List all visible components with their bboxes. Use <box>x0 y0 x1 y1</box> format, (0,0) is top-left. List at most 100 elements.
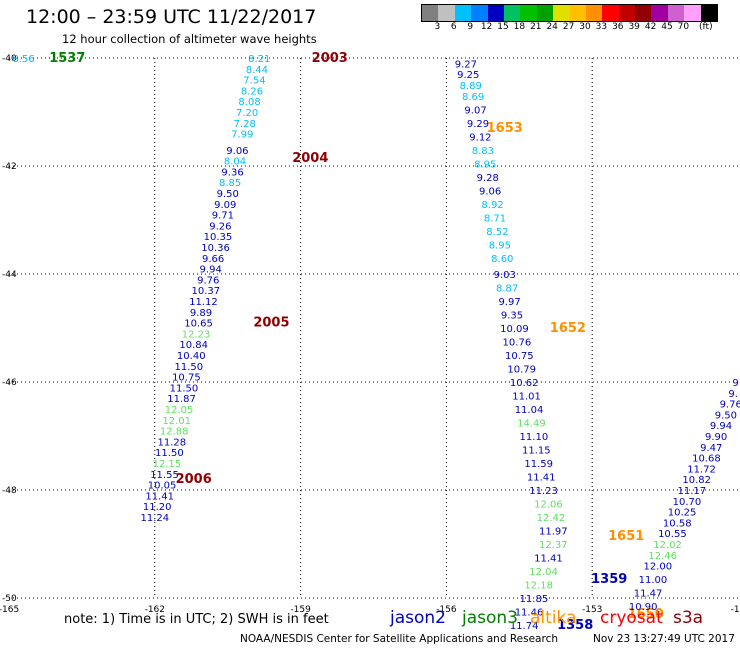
legend-altika: altika <box>530 608 577 628</box>
color-swatch <box>503 5 521 21</box>
wave-height-label: 9. <box>728 389 738 400</box>
wave-height-label: 10.62 <box>510 378 539 389</box>
wave-height-label: 10.76 <box>503 338 532 349</box>
x-tick-label: -162 <box>145 605 165 615</box>
wave-height-label: 8.95 <box>489 240 511 251</box>
y-tick-label: -40 <box>2 54 17 64</box>
legend-s3a: s3a <box>673 608 704 628</box>
wave-height-label: 8.89 <box>460 81 482 92</box>
wave-height-label: 7.28 <box>234 119 256 130</box>
time-label: 2006 <box>176 472 212 487</box>
wave-height-label: 10.55 <box>658 529 687 540</box>
wave-height-label: 11.41 <box>145 491 174 502</box>
wave-height-label: 10.36 <box>201 243 230 254</box>
wave-height-label: 9.06 <box>479 186 501 197</box>
wave-height-label: 14.49 <box>517 419 546 430</box>
wave-height-label: 10.05 <box>148 481 177 492</box>
time-label: 2004 <box>292 151 328 166</box>
wave-height-label: 10.75 <box>505 351 534 362</box>
color-swatch <box>471 5 488 21</box>
wave-height-label: 8.44 <box>246 65 268 76</box>
wave-height-label: 9.36 <box>221 167 243 178</box>
wave-height-label: 11.85 <box>520 594 549 605</box>
time-label: 1650 <box>628 607 664 622</box>
wave-height-label: 11.50 <box>170 383 199 394</box>
wave-height-label: 9.94 <box>710 421 732 432</box>
y-tick-label: -50 <box>2 594 17 604</box>
wave-height-label: 8.26 <box>241 86 263 97</box>
wave-height-label: 10.40 <box>177 351 206 362</box>
color-swatch <box>422 5 439 21</box>
wave-height-label: 8.95 <box>474 159 496 170</box>
color-scale-label: 30 <box>579 22 591 32</box>
color-scale-label: 39 <box>628 22 640 32</box>
wave-height-label: 11.24 <box>140 513 169 524</box>
x-tick-label: -159 <box>290 605 311 615</box>
wave-height-label: 12.18 <box>524 581 553 592</box>
wave-height-label: 8.60 <box>491 254 513 265</box>
wave-height-label: 11.59 <box>524 459 553 470</box>
wave-height-label: 9.97 <box>498 297 520 308</box>
wave-height-label: 10.25 <box>668 508 697 519</box>
wave-height-label: 9.71 <box>212 211 234 222</box>
wave-height-label: 12.37 <box>539 540 568 551</box>
time-label: 1652 <box>550 321 586 336</box>
color-scale-label: 3 <box>434 22 441 32</box>
wave-height-label: 9.06 <box>226 146 248 157</box>
wave-height-label: 11.41 <box>527 473 556 484</box>
wave-height-label: 11.47 <box>634 589 663 600</box>
color-scale-label: 42 <box>644 22 657 32</box>
wave-height-label: 10.68 <box>692 454 721 465</box>
wave-height-label: 10.65 <box>184 319 213 330</box>
wave-height-label: 10.09 <box>500 324 529 335</box>
wave-height-label: 11.10 <box>520 432 549 443</box>
color-scale-label: 36 <box>612 22 624 32</box>
wave-height-label: 11.00 <box>639 575 668 586</box>
legend-jason2: jason2 <box>390 608 446 628</box>
color-scale-label: 70 <box>677 22 690 32</box>
wave-height-label: 11.72 <box>687 464 716 475</box>
wave-height-label: 11.46 <box>515 608 544 619</box>
wave-height-label: 12.46 <box>648 551 677 562</box>
wave-height-label: 8.87 <box>496 284 518 295</box>
wave-height-label: 8.56 <box>12 54 34 65</box>
wave-height-label: 10.84 <box>179 340 208 351</box>
wave-height-label: 9.50 <box>715 410 737 421</box>
wave-height-label: 12.04 <box>529 567 558 578</box>
color-scale-label: 27 <box>562 22 575 32</box>
units-note: note: 1) Time is in UTC; 2) SWH is in fe… <box>64 612 329 627</box>
y-tick-label: -48 <box>2 486 17 496</box>
color-scale-label: 18 <box>513 22 526 32</box>
wave-height-label: 8.83 <box>472 146 494 157</box>
color-scale-label: 21 <box>530 22 542 32</box>
wave-height-label: 12.42 <box>537 513 566 524</box>
wave-height-label: 12.23 <box>182 329 211 340</box>
x-tick-label: -15 <box>731 605 740 615</box>
wave-height-label: 9 <box>732 378 738 389</box>
y-tick-label: -44 <box>2 270 17 280</box>
wave-height-label: 9.76 <box>720 400 740 411</box>
color-scale-label: (ft) <box>699 22 713 32</box>
color-scale-label: 6 <box>450 22 457 32</box>
wave-height-label: 11.28 <box>157 437 186 448</box>
wave-height-label: 7.99 <box>231 130 253 141</box>
wave-height-label: 11.87 <box>167 394 196 405</box>
color-swatch <box>585 5 603 21</box>
wave-height-label: 11.50 <box>155 448 184 459</box>
time-label: 2003 <box>312 51 348 66</box>
x-tick-label: -153 <box>582 605 602 615</box>
wave-height-label: 8.21 <box>248 54 270 65</box>
wave-height-label: 9.89 <box>190 308 212 319</box>
footer-timestamp: Nov 23 13:27:49 UTC 2017 <box>593 633 735 645</box>
wave-height-label: 9.27 <box>455 59 477 70</box>
wave-height-label: 9.66 <box>202 254 224 265</box>
time-label: 1651 <box>608 529 644 544</box>
x-tick-label: -165 <box>0 605 19 615</box>
wave-height-label: 7.54 <box>243 76 265 87</box>
wave-height-label: 9.50 <box>217 189 239 200</box>
wave-height-label: 10.70 <box>673 497 702 508</box>
wave-height-label: 11.15 <box>522 446 551 457</box>
wave-height-label: 12.15 <box>153 459 182 470</box>
wave-height-label: 9.03 <box>494 270 516 281</box>
time-label: 1653 <box>487 121 523 136</box>
